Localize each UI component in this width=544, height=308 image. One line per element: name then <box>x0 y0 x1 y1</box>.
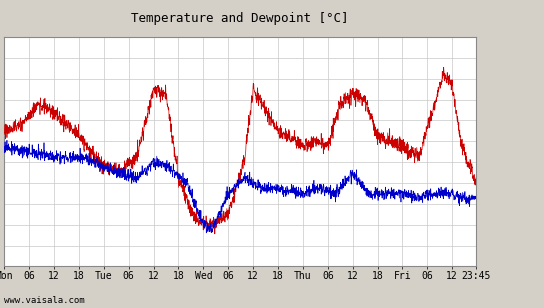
Text: Temperature and Dewpoint [°C]: Temperature and Dewpoint [°C] <box>132 12 349 25</box>
Text: www.vaisala.com: www.vaisala.com <box>4 296 85 305</box>
